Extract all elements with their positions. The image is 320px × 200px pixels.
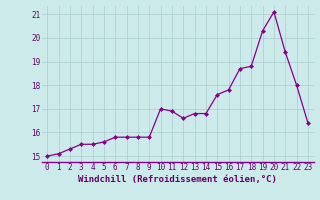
X-axis label: Windchill (Refroidissement éolien,°C): Windchill (Refroidissement éolien,°C) [78, 175, 277, 184]
